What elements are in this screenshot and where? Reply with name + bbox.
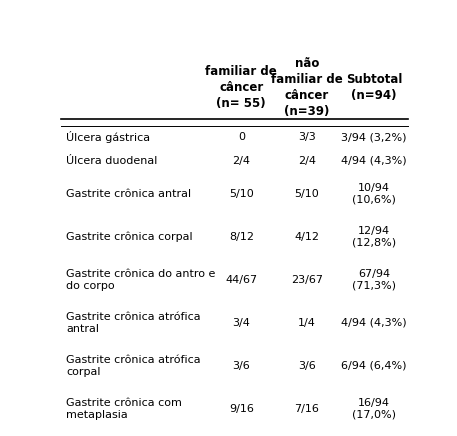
Text: 5/10: 5/10 <box>294 189 319 199</box>
Text: 1/4: 1/4 <box>298 318 316 328</box>
Text: Gastrite crônica corpal: Gastrite crônica corpal <box>66 232 192 242</box>
Text: 23/67: 23/67 <box>291 275 323 285</box>
Text: 3/4: 3/4 <box>232 318 250 328</box>
Text: 7/16: 7/16 <box>294 404 319 414</box>
Text: Gastrite crônica atrófica
antral: Gastrite crônica atrófica antral <box>66 312 201 334</box>
Text: familiar de
câncer
(n= 55): familiar de câncer (n= 55) <box>205 65 277 110</box>
Text: Gastrite crônica antral: Gastrite crônica antral <box>66 189 191 199</box>
Text: 4/12: 4/12 <box>294 232 319 242</box>
Text: 0: 0 <box>238 132 245 142</box>
Text: 44/67: 44/67 <box>225 275 257 285</box>
Text: 5/10: 5/10 <box>229 189 254 199</box>
Text: Gastrite crônica do antro e
do corpo: Gastrite crônica do antro e do corpo <box>66 269 215 291</box>
Text: 3/6: 3/6 <box>233 361 250 371</box>
Text: Úlcera gástrica: Úlcera gástrica <box>66 131 150 143</box>
Text: 4/94 (4,3%): 4/94 (4,3%) <box>341 318 407 328</box>
Text: Gastrite crônica atrófica
corpal: Gastrite crônica atrófica corpal <box>66 355 201 377</box>
Text: 3/94 (3,2%): 3/94 (3,2%) <box>341 132 407 142</box>
Text: 10/94
(10,6%): 10/94 (10,6%) <box>352 183 396 205</box>
Text: 12/94
(12,8%): 12/94 (12,8%) <box>352 226 396 248</box>
Text: 3/3: 3/3 <box>298 132 316 142</box>
Text: não
familiar de
câncer
(n=39): não familiar de câncer (n=39) <box>271 57 343 118</box>
Text: 6/94 (6,4%): 6/94 (6,4%) <box>341 361 407 371</box>
Text: Subtotal
(n=94): Subtotal (n=94) <box>346 73 402 102</box>
Text: 2/4: 2/4 <box>298 156 316 166</box>
Text: Gastrite crônica com
metaplasia: Gastrite crônica com metaplasia <box>66 398 182 420</box>
Text: 67/94
(71,3%): 67/94 (71,3%) <box>352 269 396 291</box>
Text: 16/94
(17,0%): 16/94 (17,0%) <box>352 398 396 420</box>
Text: 3/6: 3/6 <box>298 361 316 371</box>
Text: 9/16: 9/16 <box>229 404 254 414</box>
Text: 4/94 (4,3%): 4/94 (4,3%) <box>341 156 407 166</box>
Text: Úlcera duodenal: Úlcera duodenal <box>66 156 157 166</box>
Text: 2/4: 2/4 <box>232 156 250 166</box>
Text: 8/12: 8/12 <box>229 232 254 242</box>
